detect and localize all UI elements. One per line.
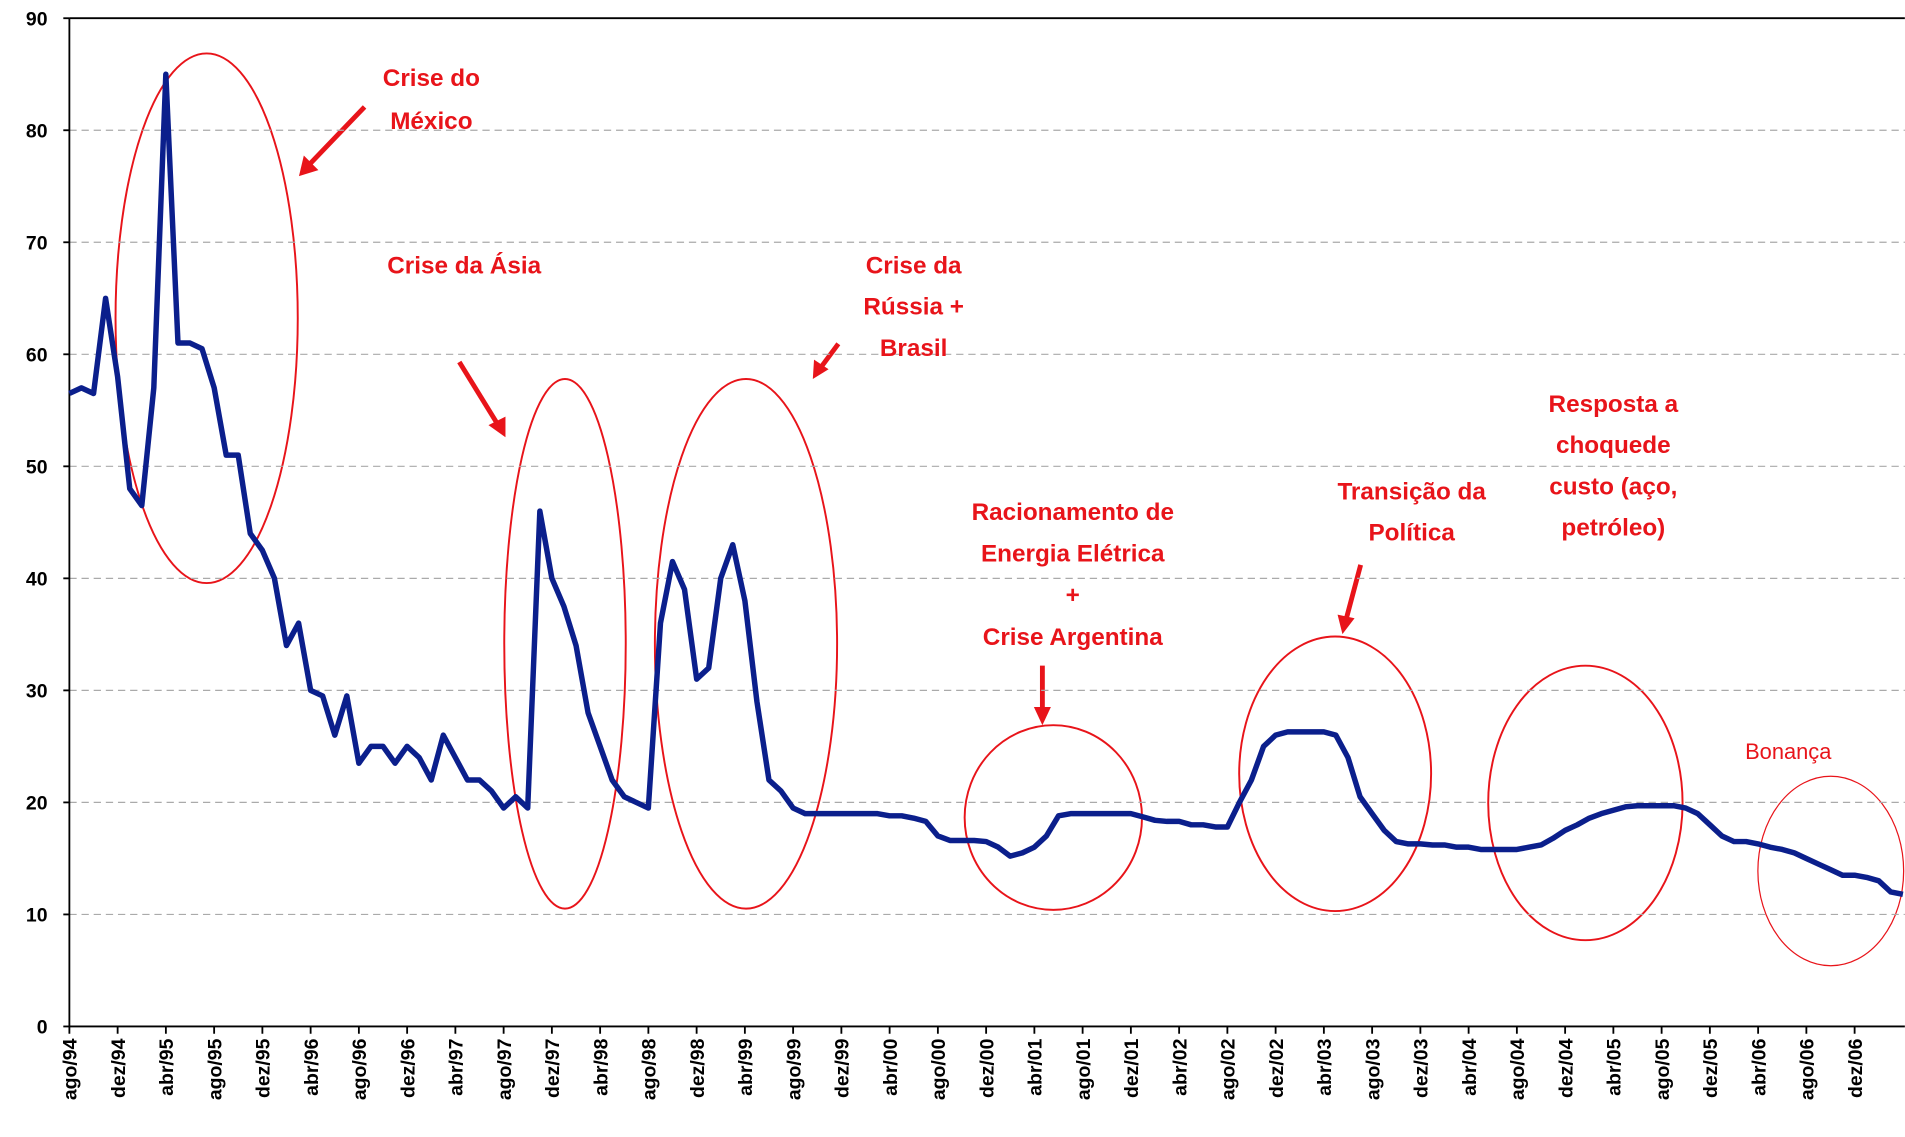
y-tick-label: 90 bbox=[26, 9, 48, 31]
arrow-head bbox=[1337, 614, 1355, 635]
data-line bbox=[68, 71, 1904, 897]
x-tick-label: ago/00 bbox=[928, 1039, 950, 1101]
arrow-head bbox=[812, 359, 829, 379]
y-tick-label: 10 bbox=[26, 905, 48, 927]
x-tick-label: ago/97 bbox=[494, 1039, 516, 1101]
x-tick-label: dez/97 bbox=[542, 1039, 564, 1098]
x-tick-label: dez/05 bbox=[1700, 1038, 1722, 1098]
annotation: Transição da bbox=[1337, 478, 1486, 505]
x-tick-label: abr/96 bbox=[301, 1038, 323, 1095]
x-tick-label: ago/94 bbox=[60, 1038, 82, 1100]
highlight-ellipse bbox=[653, 378, 839, 910]
y-tick-label: 80 bbox=[26, 121, 48, 143]
arrow-head bbox=[488, 416, 506, 438]
arrow-head bbox=[298, 155, 319, 177]
annotation: Crise da bbox=[866, 252, 962, 279]
x-tick-label: dez/95 bbox=[253, 1038, 275, 1098]
x-tick-label: ago/96 bbox=[349, 1038, 371, 1100]
annotation: Racionamento de bbox=[972, 499, 1174, 526]
y-tick-label: 40 bbox=[26, 569, 48, 591]
x-tick-label: dez/94 bbox=[108, 1038, 130, 1098]
x-tick-label: ago/02 bbox=[1218, 1038, 1240, 1100]
x-tick-label: abr/04 bbox=[1459, 1038, 1481, 1095]
highlights bbox=[114, 52, 1905, 967]
annotation: Rússia + bbox=[863, 294, 964, 321]
annotation: + bbox=[1066, 582, 1080, 609]
x-tick-label: dez/04 bbox=[1555, 1038, 1577, 1098]
arrow bbox=[1343, 564, 1364, 621]
x-tick-label: abr/05 bbox=[1604, 1038, 1626, 1095]
annotation: Energia Elétrica bbox=[981, 541, 1165, 568]
y-tick-label: 30 bbox=[26, 681, 48, 703]
x-tick-label: abr/95 bbox=[156, 1038, 178, 1095]
x-tick-label: abr/98 bbox=[590, 1038, 612, 1095]
highlight-ellipse bbox=[1487, 664, 1684, 942]
annotation: petróleo) bbox=[1561, 515, 1665, 542]
annotation: custo (aço, bbox=[1549, 473, 1677, 500]
x-tick-label: dez/96 bbox=[397, 1038, 419, 1098]
x-tick-label: dez/06 bbox=[1845, 1038, 1867, 1098]
x-tick-label: ago/06 bbox=[1797, 1038, 1819, 1100]
y-tick-label: 50 bbox=[26, 457, 48, 479]
arrow bbox=[457, 360, 501, 427]
x-tick-label: ago/01 bbox=[1073, 1038, 1095, 1100]
annotation: Crise Argentina bbox=[983, 624, 1163, 651]
arrow bbox=[819, 342, 841, 369]
x-tick-label: abr/03 bbox=[1314, 1038, 1336, 1095]
annotation: Crise da Ásia bbox=[387, 251, 541, 279]
highlight-ellipse bbox=[1238, 635, 1433, 913]
annotation: Resposta a bbox=[1549, 391, 1679, 418]
annotation: México bbox=[390, 108, 472, 135]
arrow bbox=[306, 105, 367, 167]
x-tick-label: ago/04 bbox=[1507, 1038, 1529, 1100]
y-tick-label: 60 bbox=[26, 345, 48, 367]
x-tick-label: ago/05 bbox=[1652, 1038, 1674, 1100]
highlight-ellipse bbox=[963, 724, 1143, 911]
x-tick-label: abr/97 bbox=[446, 1039, 468, 1096]
highlight-ellipse bbox=[1757, 775, 1905, 967]
x-tick-label: abr/99 bbox=[735, 1038, 757, 1095]
x-tick-label: abr/06 bbox=[1748, 1038, 1770, 1095]
x-tick-label: abr/01 bbox=[1025, 1038, 1047, 1095]
y-tick-label: 20 bbox=[26, 793, 48, 815]
highlight-ellipse bbox=[114, 52, 299, 585]
x-tick-label: abr/02 bbox=[1169, 1038, 1191, 1095]
x-tick-label: abr/00 bbox=[880, 1039, 902, 1096]
x-tick-label: dez/01 bbox=[1121, 1038, 1143, 1098]
x-tick-label: ago/95 bbox=[204, 1038, 226, 1100]
annotation: Bonança bbox=[1745, 739, 1832, 764]
highlight-ellipse bbox=[503, 378, 627, 910]
arrow-head bbox=[1033, 706, 1051, 726]
x-tick-label: dez/03 bbox=[1411, 1038, 1433, 1098]
x-tick-label: dez/00 bbox=[976, 1039, 998, 1098]
annotation: Crise do bbox=[383, 65, 480, 92]
x-tick-label: dez/98 bbox=[687, 1038, 709, 1098]
annotation: choquede bbox=[1556, 432, 1671, 459]
x-tick-label: ago/98 bbox=[639, 1038, 661, 1100]
x-tick-label: dez/99 bbox=[832, 1038, 854, 1098]
x-tick-label: dez/02 bbox=[1266, 1038, 1288, 1098]
x-tick-label: ago/03 bbox=[1362, 1038, 1384, 1100]
annotation: Política bbox=[1368, 520, 1455, 547]
annotation: Brasil bbox=[880, 335, 947, 362]
y-tick-label: 70 bbox=[26, 233, 48, 255]
y-tick-label: 0 bbox=[37, 1017, 48, 1039]
x-tick-label: ago/99 bbox=[783, 1038, 805, 1100]
